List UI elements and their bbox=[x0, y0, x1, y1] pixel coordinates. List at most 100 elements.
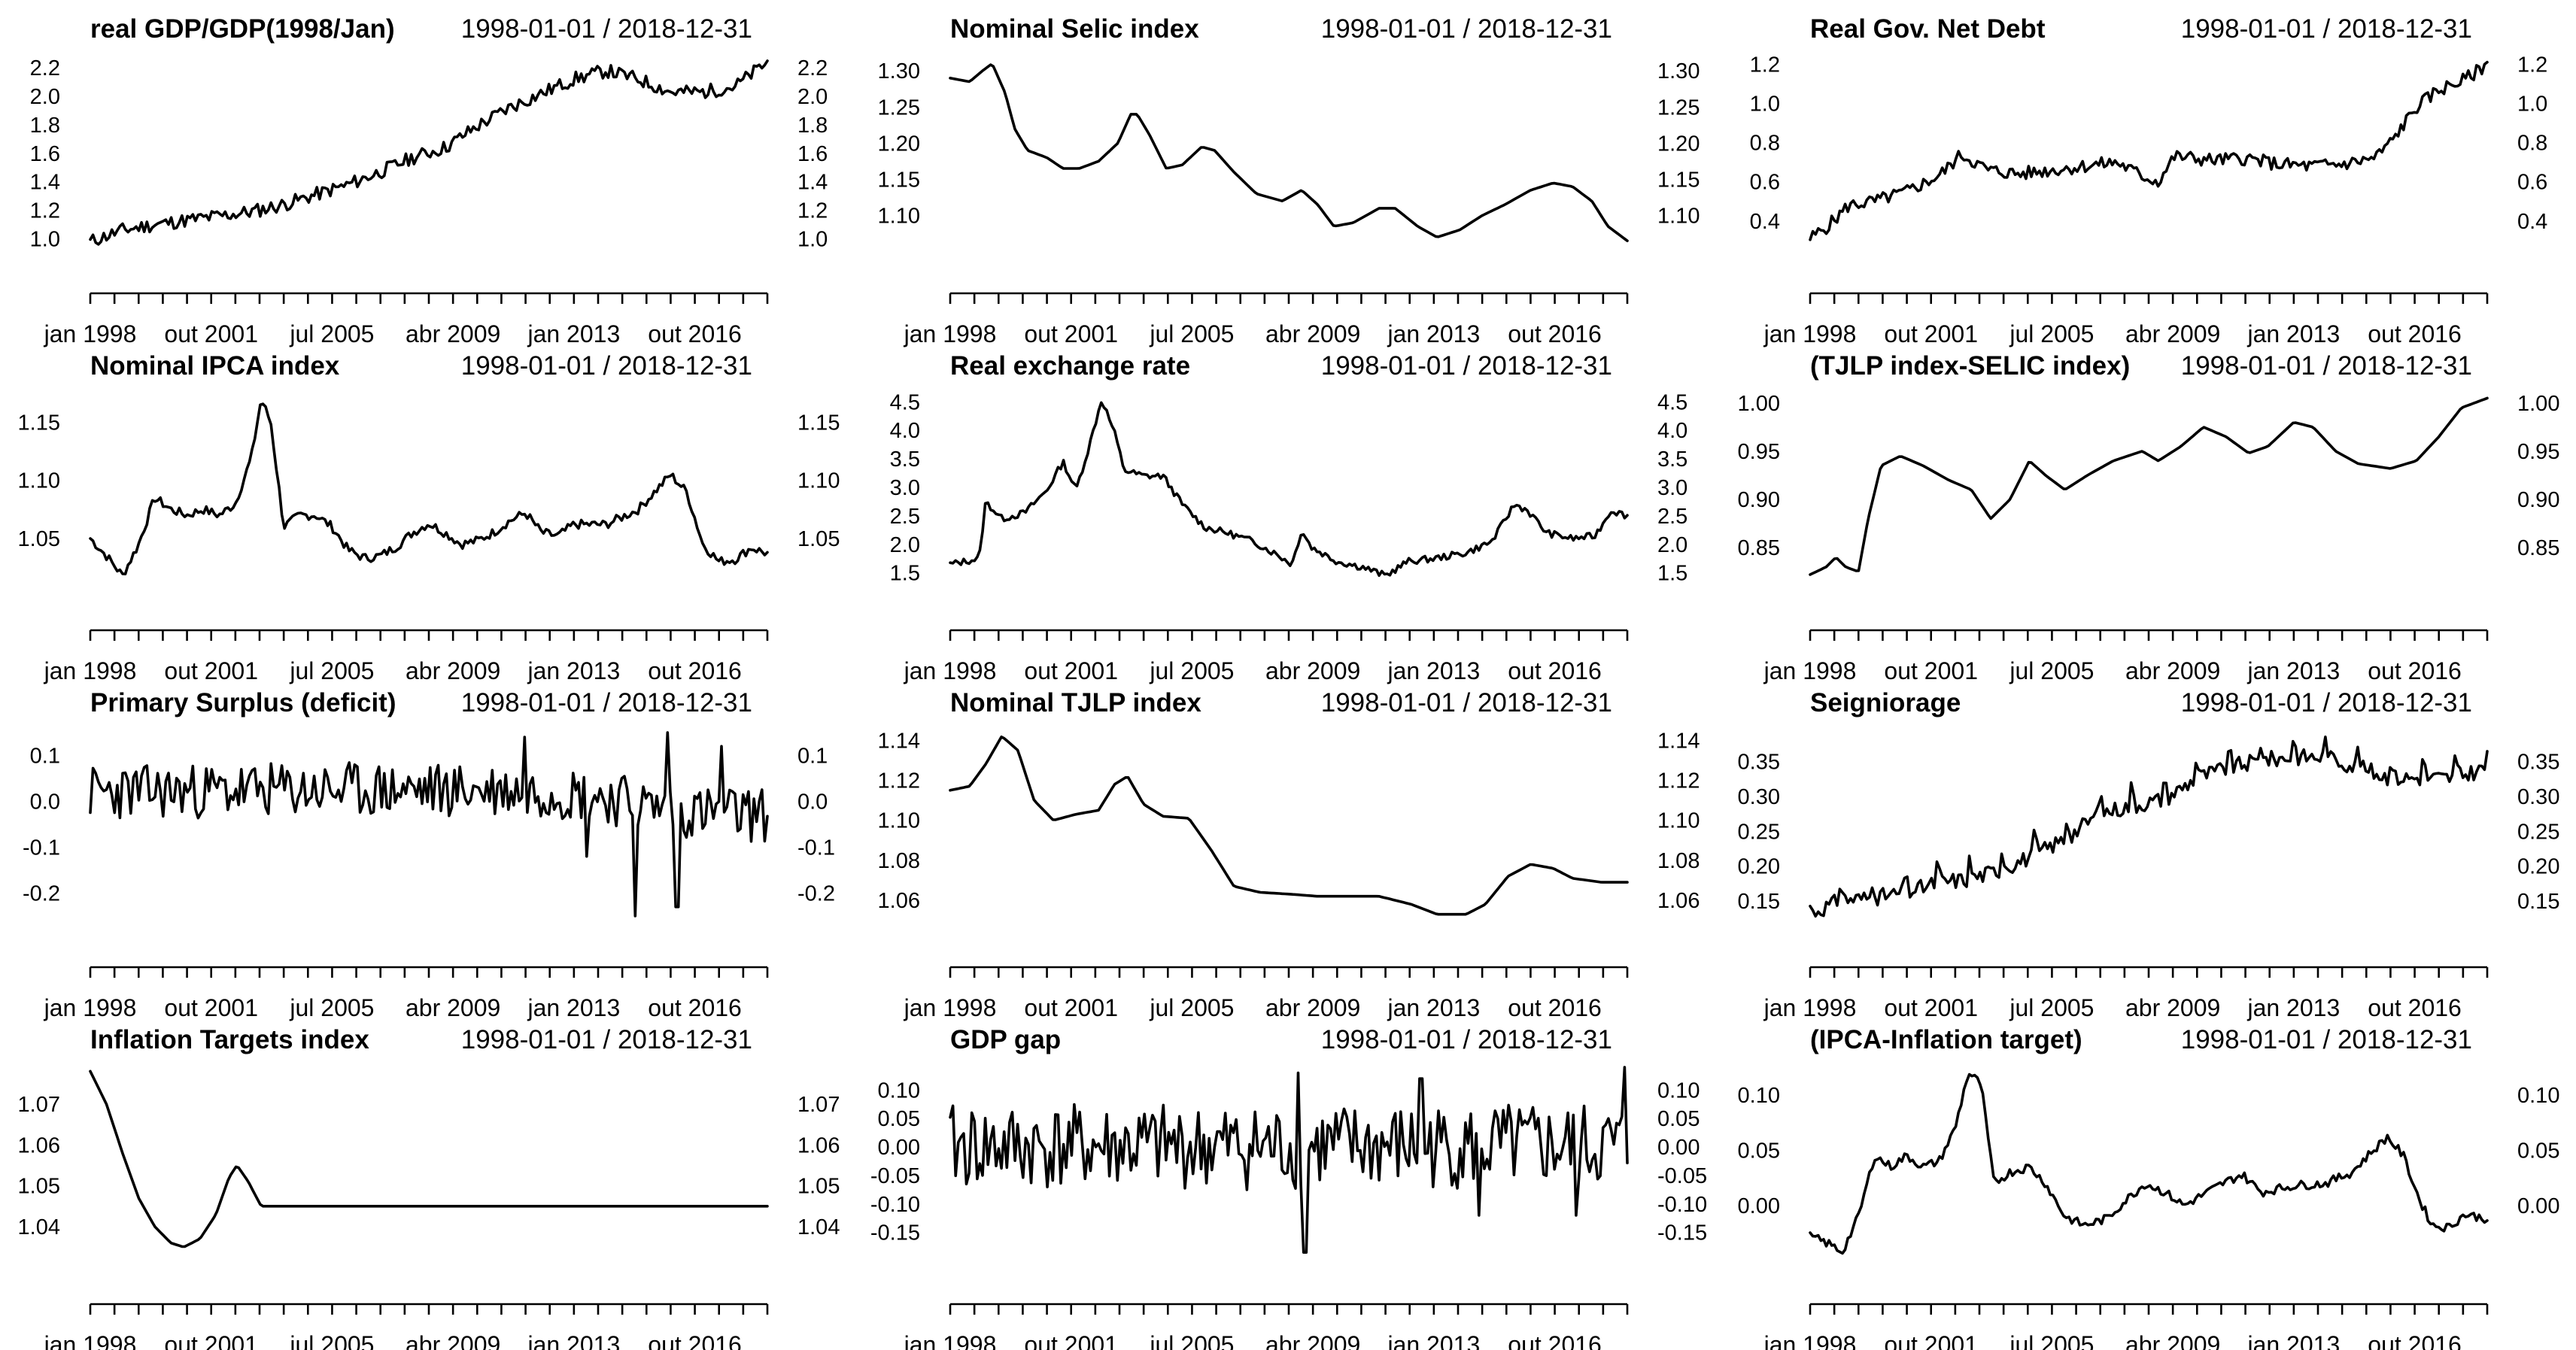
panel-10: GDP gap 1998-01-01 / 2018-12-31 -0.15 -0.15… bbox=[870, 1025, 1707, 1350]
series-line bbox=[89, 59, 769, 246]
y-tick-label-right: 1.0 bbox=[2517, 93, 2547, 117]
y-tick-label-right: 0.35 bbox=[2517, 751, 2559, 775]
y-tick-label-left: 0.15 bbox=[1738, 890, 1780, 914]
y-tick-label-right: -0.05 bbox=[1657, 1164, 1707, 1188]
y-tick-label-left: 0.30 bbox=[1738, 785, 1780, 809]
panel-date-range: 1998-01-01 / 2018-12-31 bbox=[1321, 351, 1612, 381]
x-tick-label: jan 2013 bbox=[1387, 320, 1480, 347]
y-tick-label-right: 1.6 bbox=[797, 142, 828, 166]
y-tick-label-left: -0.15 bbox=[870, 1221, 920, 1245]
y-tick-label-right: 0.1 bbox=[797, 745, 828, 769]
y-tick-label-left: 0.05 bbox=[1738, 1139, 1780, 1163]
y-tick-label-right: 0.25 bbox=[2517, 820, 2559, 844]
y-tick-label-right: 1.8 bbox=[797, 114, 828, 138]
y-tick-label-left: 1.0 bbox=[1750, 93, 1780, 117]
x-tick-label: abr 2009 bbox=[406, 657, 500, 684]
x-tick-label: out 2001 bbox=[1024, 1331, 1118, 1350]
y-tick-label-left: 1.04 bbox=[18, 1215, 60, 1239]
y-tick-label-left: 1.14 bbox=[878, 729, 920, 753]
x-tick-label: out 2016 bbox=[2368, 994, 2462, 1021]
x-tick-label: out 2001 bbox=[1884, 320, 1978, 347]
panel-2: Real Gov. Net Debt 1998-01-01 / 2018-12-3… bbox=[1750, 14, 2548, 347]
x-tick-label: jul 2005 bbox=[289, 1331, 374, 1350]
x-tick-label: jan 1998 bbox=[44, 657, 137, 684]
x-tick-label: jan 1998 bbox=[904, 657, 997, 684]
x-tick-label: out 2016 bbox=[648, 994, 742, 1021]
panel-title: Seigniorage bbox=[1810, 688, 1961, 717]
x-tick-label: out 2001 bbox=[164, 657, 258, 684]
y-tick-label-left: 4.0 bbox=[890, 419, 920, 443]
y-tick-label-left: 2.0 bbox=[30, 85, 60, 109]
y-tick-label-right: 3.5 bbox=[1657, 447, 1687, 472]
x-tick-label: abr 2009 bbox=[2125, 994, 2220, 1021]
y-tick-label-left: 1.15 bbox=[878, 168, 920, 192]
x-tick-label: out 2016 bbox=[648, 1331, 742, 1350]
y-tick-label-left: 1.5 bbox=[890, 562, 920, 586]
y-tick-label-left: 1.4 bbox=[30, 171, 60, 195]
y-tick-label-right: 0.30 bbox=[2517, 785, 2559, 809]
x-tick-label: abr 2009 bbox=[1265, 657, 1360, 684]
y-tick-label-right: 1.15 bbox=[1657, 168, 1700, 192]
y-tick-label-left: 3.0 bbox=[890, 476, 920, 500]
y-tick-label-right: 1.2 bbox=[2517, 53, 2547, 77]
y-tick-label-left: 0.90 bbox=[1738, 488, 1780, 512]
panel-date-range: 1998-01-01 / 2018-12-31 bbox=[461, 1025, 752, 1054]
series-line bbox=[1809, 60, 2489, 241]
y-tick-label-right: 0.8 bbox=[2517, 132, 2547, 156]
y-tick-label-right: 0.05 bbox=[1657, 1107, 1700, 1131]
panel-title: Nominal Selic index bbox=[950, 14, 1199, 44]
x-tick-label: out 2001 bbox=[164, 1331, 258, 1350]
y-tick-label-left: 0.8 bbox=[1750, 132, 1780, 156]
series-line bbox=[89, 402, 769, 576]
y-tick-label-right: 1.10 bbox=[1657, 809, 1700, 833]
y-tick-label-left: 1.10 bbox=[18, 469, 60, 493]
y-tick-label-right: 1.14 bbox=[1657, 729, 1700, 753]
y-tick-label-left: 1.00 bbox=[1738, 392, 1780, 416]
x-tick-label: jan 2013 bbox=[2246, 1331, 2340, 1350]
x-tick-label: out 2001 bbox=[1024, 320, 1118, 347]
y-tick-label-left: 1.10 bbox=[878, 809, 920, 833]
x-tick-label: jan 2013 bbox=[1387, 1331, 1480, 1350]
panel-title: Nominal TJLP index bbox=[950, 688, 1201, 717]
y-tick-label-right: 1.5 bbox=[1657, 562, 1687, 586]
panel-date-range: 1998-01-01 / 2018-12-31 bbox=[1321, 688, 1612, 717]
panel-title: Real exchange rate bbox=[950, 351, 1190, 381]
panel-title: Real Gov. Net Debt bbox=[1810, 14, 2046, 44]
panel-date-range: 1998-01-01 / 2018-12-31 bbox=[2181, 688, 2472, 717]
panel-date-range: 1998-01-01 / 2018-12-31 bbox=[461, 351, 752, 381]
y-tick-label-left: -0.2 bbox=[23, 881, 60, 906]
y-tick-label-right: 4.5 bbox=[1657, 390, 1687, 414]
x-tick-label: out 2001 bbox=[1884, 994, 1978, 1021]
panel-7: Nominal TJLP index 1998-01-01 / 2018-12-3… bbox=[878, 688, 1700, 1021]
y-tick-label-left: 0.1 bbox=[30, 745, 60, 769]
x-tick-label: out 2016 bbox=[648, 657, 742, 684]
series-line bbox=[949, 63, 1629, 243]
y-tick-label-left: 0.20 bbox=[1738, 855, 1780, 879]
x-tick-label: jul 2005 bbox=[2009, 1331, 2094, 1350]
y-tick-label-left: 1.20 bbox=[878, 132, 920, 156]
x-tick-label: abr 2009 bbox=[406, 1331, 500, 1350]
y-tick-label-left: 1.06 bbox=[18, 1133, 60, 1157]
panel-5: (TJLP index-SELIC index) 1998-01-01 / 201… bbox=[1738, 351, 2560, 684]
x-tick-label: out 2016 bbox=[1508, 657, 1602, 684]
y-tick-label-left: 0.0 bbox=[30, 790, 60, 815]
y-tick-label-left: 1.05 bbox=[18, 1175, 60, 1199]
y-tick-label-right: 4.0 bbox=[1657, 419, 1687, 443]
panel-date-range: 1998-01-01 / 2018-12-31 bbox=[2181, 1025, 2472, 1054]
y-tick-label-right: -0.10 bbox=[1657, 1193, 1707, 1217]
y-tick-label-left: 1.2 bbox=[30, 199, 60, 223]
panel-title: real GDP/GDP(1998/Jan) bbox=[90, 14, 395, 44]
y-tick-label-right: 1.05 bbox=[797, 527, 840, 551]
y-tick-label-left: -0.1 bbox=[23, 836, 60, 860]
y-tick-label-left: 2.5 bbox=[890, 505, 920, 529]
y-tick-label-right: -0.1 bbox=[797, 836, 835, 860]
y-tick-label-right: -0.2 bbox=[797, 881, 835, 906]
y-tick-label-left: 1.08 bbox=[878, 849, 920, 873]
series-line bbox=[1809, 396, 2489, 576]
y-tick-label-left: 0.10 bbox=[1738, 1084, 1780, 1108]
x-tick-label: abr 2009 bbox=[2125, 1331, 2220, 1350]
y-tick-label-right: 1.2 bbox=[797, 199, 828, 223]
y-tick-label-right: 1.10 bbox=[797, 469, 840, 493]
y-tick-label-right: 1.20 bbox=[1657, 132, 1700, 156]
y-tick-label-left: 1.25 bbox=[878, 96, 920, 120]
